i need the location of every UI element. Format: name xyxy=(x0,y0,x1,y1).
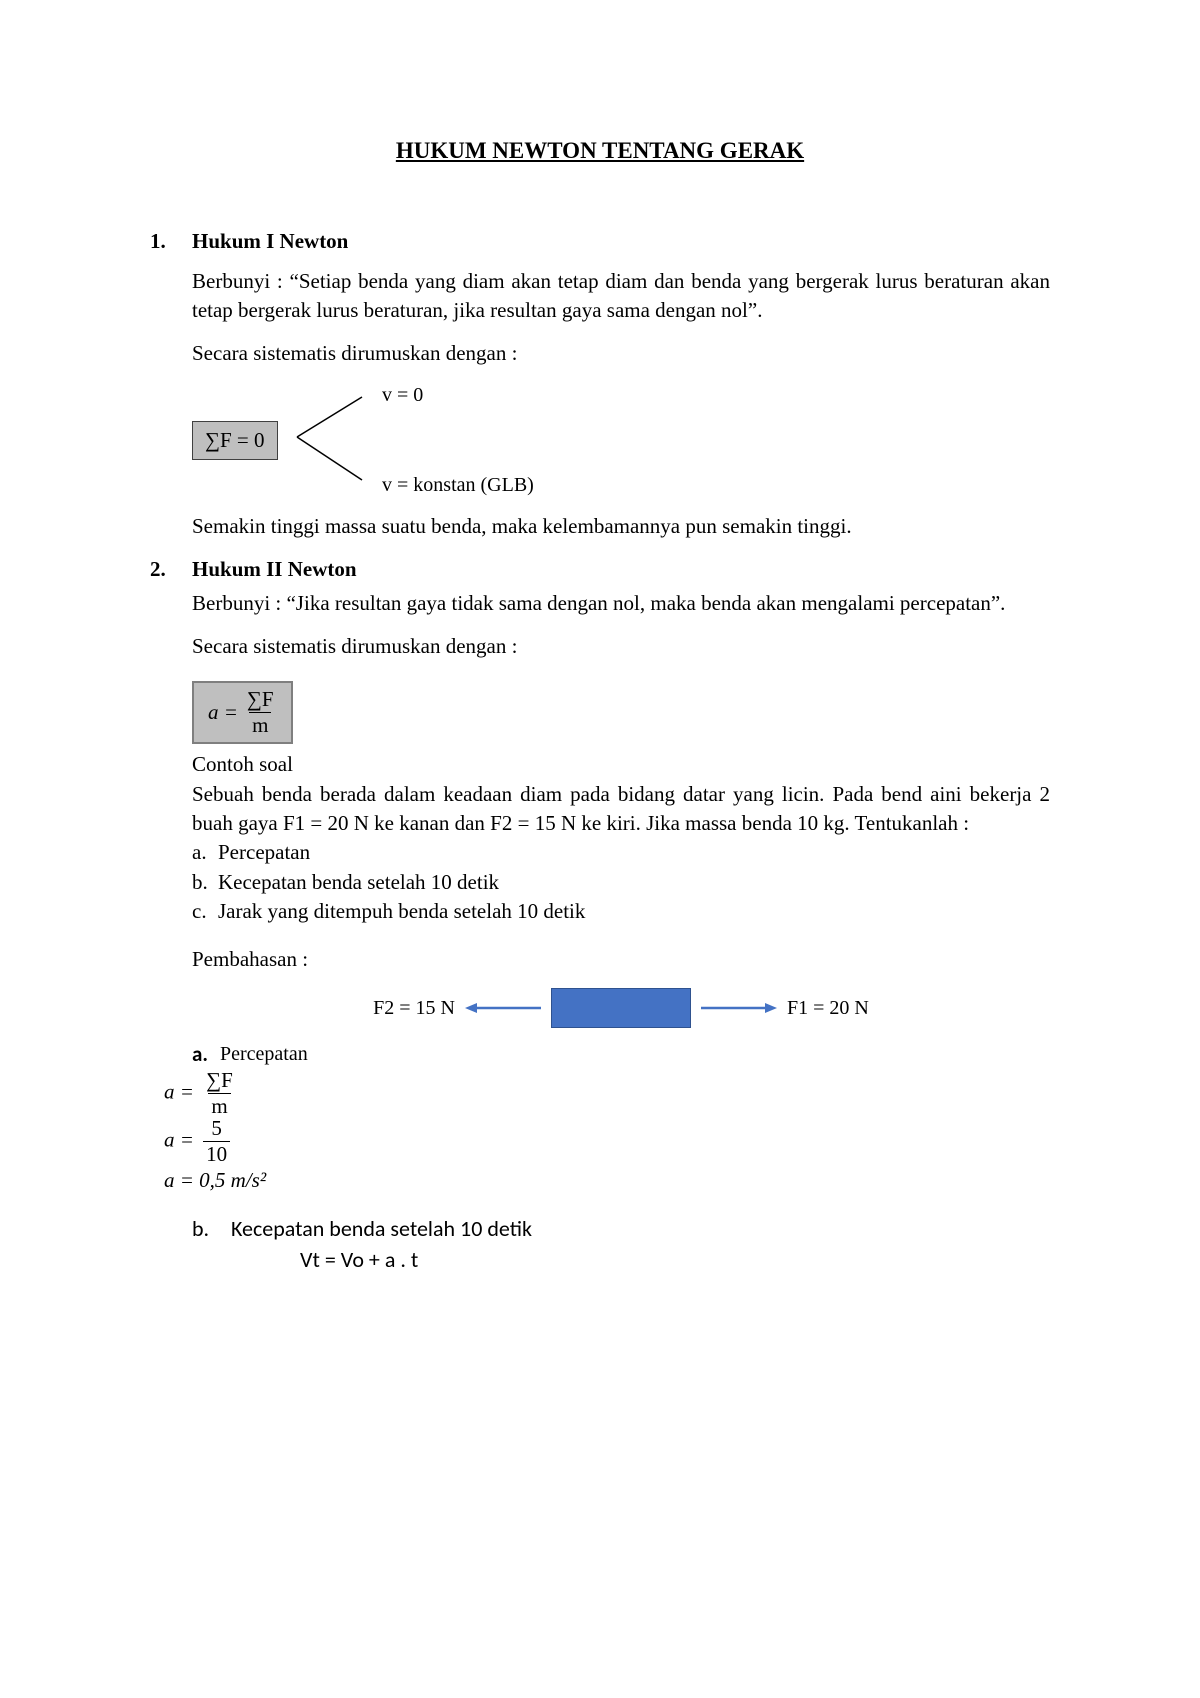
question-c-text: Jarak yang ditempuh benda setelah 10 det… xyxy=(218,897,585,926)
formula-denominator: m xyxy=(249,712,271,736)
answer-a-line1-lhs: a = xyxy=(164,1080,194,1104)
answer-b-letter: b. xyxy=(192,1214,226,1245)
contoh-soal-label: Contoh soal xyxy=(192,750,1050,779)
document-title: HUKUM NEWTON TENTANG GERAK xyxy=(150,135,1050,167)
branch-v-konstan: v = konstan (GLB) xyxy=(382,471,534,499)
question-a: a. Percepatan xyxy=(192,838,1050,867)
section-2-formula-intro: Secara sistematis dirumuskan dengan : xyxy=(192,632,1050,661)
newton1-formula-box: ∑F = 0 xyxy=(192,421,278,460)
answer-b-heading: b. Kecepatan benda setelah 10 detik xyxy=(192,1214,1050,1245)
answer-a-line2-den: 10 xyxy=(203,1141,230,1165)
pembahasan-label: Pembahasan : xyxy=(192,945,1050,974)
answer-a-line1-num: ∑F xyxy=(203,1070,236,1093)
section-2-number: 2. xyxy=(150,555,192,584)
answer-b-formula: Vt = Vo + a . t xyxy=(300,1245,1050,1276)
branch-lines-icon xyxy=(287,385,387,495)
section-1-number: 1. xyxy=(150,227,192,256)
arrow-left-icon xyxy=(463,998,543,1018)
section-2-statement: Berbunyi : “Jika resultan gaya tidak sam… xyxy=(192,589,1050,618)
force-f2-label: F2 = 15 N xyxy=(373,994,455,1022)
branch-v-zero: v = 0 xyxy=(382,381,423,409)
formula-lhs: a = xyxy=(208,698,238,727)
section-1-title: Hukum I Newton xyxy=(192,227,348,256)
section-2-title: Hukum II Newton xyxy=(192,555,357,584)
answer-a-heading: a. Percepatan xyxy=(192,1040,1050,1069)
answer-a-line2-num: 5 xyxy=(208,1118,225,1141)
answer-b-title: Kecepatan benda setelah 10 detik xyxy=(231,1215,532,1242)
question-b-letter: b. xyxy=(192,868,218,897)
body-block xyxy=(551,988,691,1028)
answer-a-line1-frac: ∑F m xyxy=(203,1070,236,1117)
question-a-text: Percepatan xyxy=(218,838,310,867)
question-a-letter: a. xyxy=(192,838,218,867)
answer-a-title: Percepatan xyxy=(220,1040,308,1068)
formula-fraction: ∑F m xyxy=(244,689,277,736)
formula-numerator: ∑F xyxy=(244,689,277,712)
question-c-letter: c. xyxy=(192,897,218,926)
force-f1-label: F1 = 20 N xyxy=(787,994,869,1022)
section-1-note: Semakin tinggi massa suatu benda, maka k… xyxy=(192,512,1050,541)
force-diagram: F2 = 15 N F1 = 20 N xyxy=(192,988,1050,1028)
section-1-heading: 1. Hukum I Newton xyxy=(150,227,1050,256)
problem-text: Sebuah benda berada dalam keadaan diam p… xyxy=(192,780,1050,839)
answer-a-letter: a. xyxy=(192,1040,220,1069)
section-2-heading: 2. Hukum II Newton xyxy=(150,555,1050,584)
answer-a-line3: a = 0,5 m/s² xyxy=(164,1166,1050,1195)
newton1-diagram: ∑F = 0 v = 0 v = konstan (GLB) xyxy=(192,383,1050,498)
answer-a-line2-lhs: a = xyxy=(164,1128,194,1152)
section-1-statement: Berbunyi : “Setiap benda yang diam akan … xyxy=(192,267,1050,326)
question-b-text: Kecepatan benda setelah 10 detik xyxy=(218,868,499,897)
answer-a-line2: a = 5 10 xyxy=(164,1118,1050,1165)
question-b: b. Kecepatan benda setelah 10 detik xyxy=(192,868,1050,897)
arrow-right-icon xyxy=(699,998,779,1018)
answer-a-line1: a = ∑F m xyxy=(164,1070,1050,1117)
section-1-formula-intro: Secara sistematis dirumuskan dengan : xyxy=(192,339,1050,368)
newton2-formula-box: a = ∑F m xyxy=(192,681,293,744)
answer-a-line2-frac: 5 10 xyxy=(203,1118,230,1165)
answer-a-line1-den: m xyxy=(208,1093,230,1117)
question-c: c. Jarak yang ditempuh benda setelah 10 … xyxy=(192,897,1050,926)
